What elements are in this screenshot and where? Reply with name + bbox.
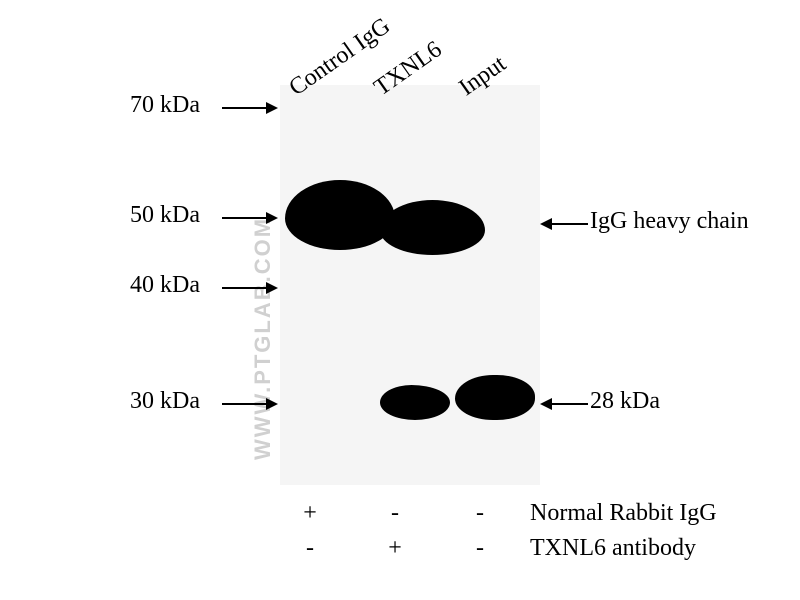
band-igg-lane2	[380, 200, 485, 255]
band-28kda-lane2	[380, 385, 450, 420]
right-label-28kda: 28 kDa	[590, 388, 660, 415]
mw-arrow-70	[222, 100, 278, 116]
watermark-text: WWW.PTGLAB.COM	[250, 217, 276, 460]
mw-arrow-30	[222, 396, 278, 412]
pm-r1-c0: -	[300, 535, 320, 562]
mw-label-30: 30 kDa	[130, 388, 200, 415]
pm-r1-c1: +	[385, 535, 405, 562]
pm-r0-c1: -	[385, 500, 405, 527]
mw-arrow-40	[222, 280, 278, 296]
row-label-normal-rabbit-igg: Normal Rabbit IgG	[530, 500, 717, 527]
row-label-txnl6-antibody: TXNL6 antibody	[530, 535, 696, 562]
mw-label-70: 70 kDa	[130, 92, 200, 119]
band-28kda-lane3	[455, 375, 535, 420]
mw-label-40: 40 kDa	[130, 272, 200, 299]
blot-region	[280, 85, 540, 485]
right-arrow-igg	[540, 216, 588, 232]
right-label-igg: IgG heavy chain	[590, 208, 749, 235]
figure-root: WWW.PTGLAB.COM Control IgG TXNL6 Input 7…	[0, 0, 800, 600]
pm-r1-c2: -	[470, 535, 490, 562]
mw-arrow-50	[222, 210, 278, 226]
pm-r0-c2: -	[470, 500, 490, 527]
band-igg-lane1	[285, 180, 395, 250]
mw-label-50: 50 kDa	[130, 202, 200, 229]
right-arrow-28kda	[540, 396, 588, 412]
pm-r0-c0: +	[300, 500, 320, 527]
